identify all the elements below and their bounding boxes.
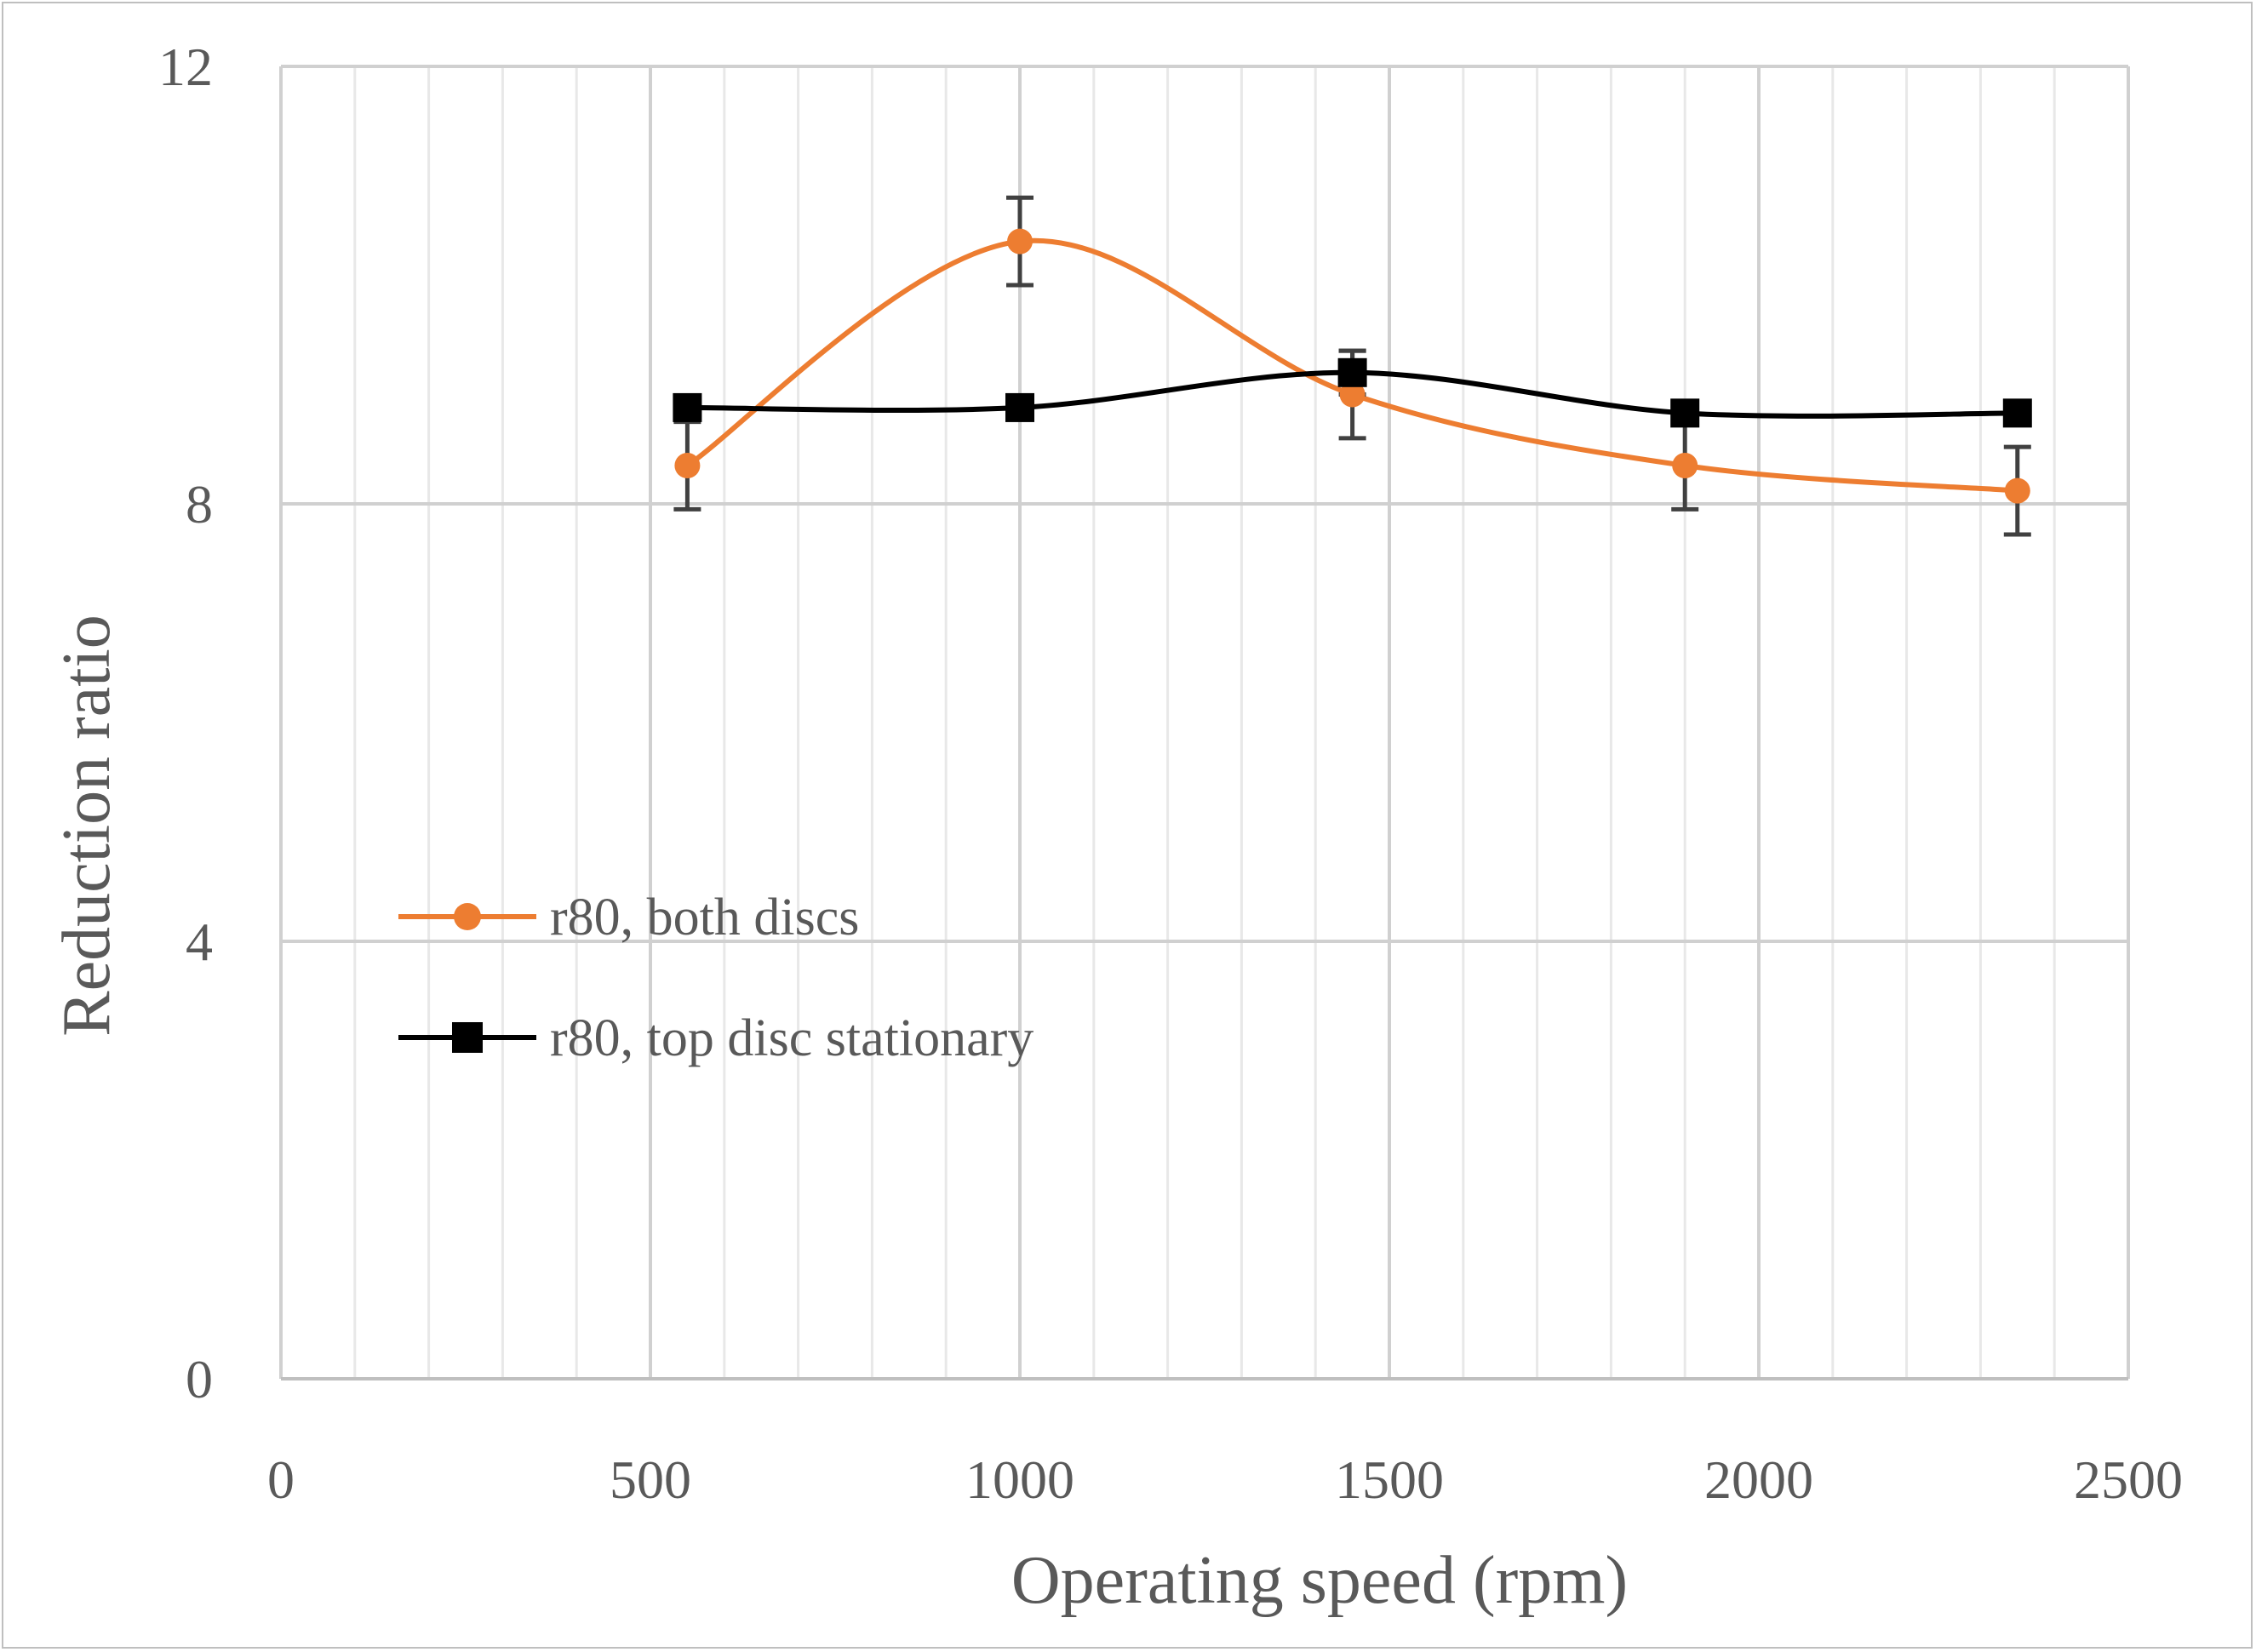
y-tick-label: 4 xyxy=(186,912,213,972)
x-tick-label: 2000 xyxy=(1704,1449,1813,1510)
data-point-both-discs xyxy=(1672,453,1698,479)
data-point-top-disc-stationary xyxy=(2002,398,2032,428)
data-point-both-discs xyxy=(1339,381,1366,408)
data-point-top-disc-stationary xyxy=(1670,398,1700,428)
legend-marker-square xyxy=(452,1022,483,1053)
x-tick-label: 0 xyxy=(267,1449,295,1510)
x-tick-label: 1000 xyxy=(965,1449,1074,1510)
legend-label-both-discs: r80, both discs xyxy=(550,889,859,946)
data-point-top-disc-stationary xyxy=(1005,392,1034,422)
x-tick-label: 500 xyxy=(610,1449,691,1510)
y-axis-title: Reduction ratio xyxy=(49,614,124,1036)
y-tick-label: 12 xyxy=(158,37,213,97)
y-tick-label: 8 xyxy=(186,474,213,534)
minor-gridlines xyxy=(353,66,2056,1379)
data-point-top-disc-stationary xyxy=(1337,357,1367,387)
x-axis-tick-labels: 0 500 1000 1500 2000 2500 xyxy=(267,1449,2183,1510)
legend-item-both-discs: r80, both discs xyxy=(398,889,859,946)
data-point-both-discs xyxy=(674,453,701,479)
x-axis-title: Operating speed (rpm) xyxy=(1011,1543,1628,1618)
x-tick-label: 2500 xyxy=(2074,1449,2183,1510)
y-axis-tick-labels: 0 4 8 12 xyxy=(158,37,213,1409)
y-tick-label: 0 xyxy=(186,1349,213,1409)
legend: r80, both discs r80, top disc stationary xyxy=(398,889,1034,1067)
x-tick-label: 1500 xyxy=(1335,1449,1444,1510)
legend-marker-circle xyxy=(454,903,481,930)
data-markers xyxy=(673,228,2032,504)
legend-item-top-disc-stationary: r80, top disc stationary xyxy=(398,1009,1034,1067)
legend-label-top-disc-stationary: r80, top disc stationary xyxy=(550,1009,1034,1067)
data-point-both-discs xyxy=(2004,477,2030,504)
data-point-top-disc-stationary xyxy=(673,392,702,422)
series-line-both-discs xyxy=(685,237,2018,494)
data-point-both-discs xyxy=(1007,228,1033,254)
major-gridlines xyxy=(279,65,2130,1379)
